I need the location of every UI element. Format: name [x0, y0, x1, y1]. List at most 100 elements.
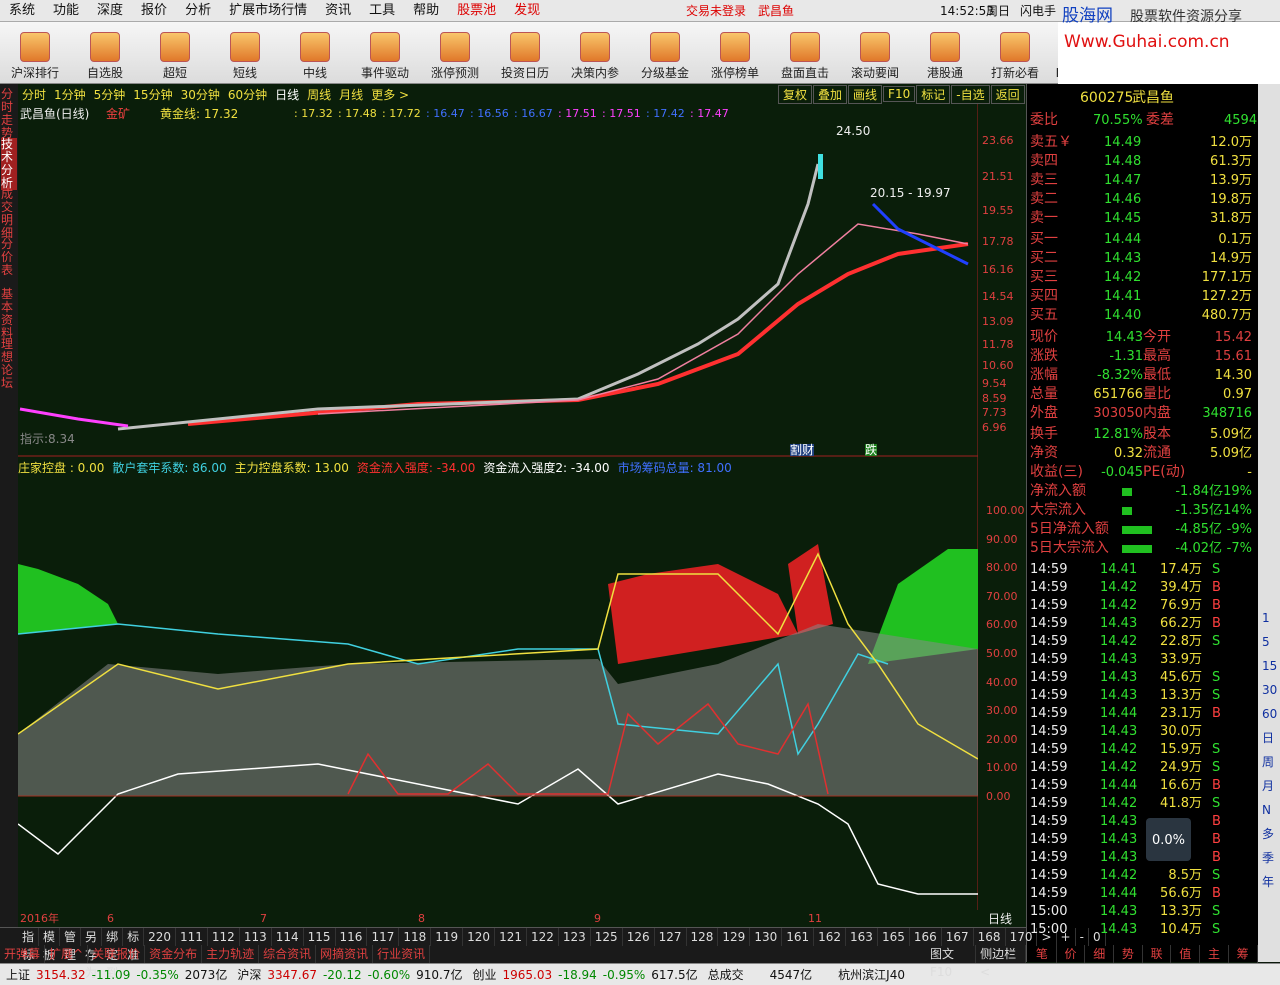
toolbar-button[interactable]: 分级基金: [630, 23, 700, 83]
bottom-tab[interactable]: 121: [495, 927, 527, 946]
bottom-tab[interactable]: 综合资讯: [259, 944, 317, 963]
bottom-tab[interactable]: 标准: [123, 927, 145, 962]
menu-item[interactable]: 分析: [185, 3, 212, 18]
bottom-tab[interactable]: 128: [687, 927, 719, 946]
toolbar-button[interactable]: 滚动要闻: [840, 23, 910, 83]
period-tab[interactable]: 分时: [22, 87, 47, 102]
toolbar-button[interactable]: 中线: [280, 23, 350, 83]
bottom-tab[interactable]: 116: [336, 927, 368, 946]
bottom-tab[interactable]: 167: [942, 927, 974, 946]
toolbar-button[interactable]: 沪深排行: [0, 23, 70, 83]
menu-item[interactable]: 深度: [97, 3, 124, 18]
bottom-tab[interactable]: 指标: [18, 927, 40, 962]
bottom-tab[interactable]: 166: [910, 927, 942, 946]
bottom-tab[interactable]: 管理: [60, 927, 82, 962]
bottom-tab[interactable]: 模板: [39, 927, 61, 962]
bottom-tab[interactable]: 资金分布: [145, 944, 203, 963]
side-icon[interactable]: 季: [1262, 851, 1275, 865]
menu-item[interactable]: 功能: [53, 3, 80, 18]
side-tab[interactable]: 势: [1114, 944, 1143, 963]
side-icon[interactable]: 30: [1262, 683, 1278, 697]
left-tab[interactable]: 成交明细: [1, 187, 14, 240]
period-tab[interactable]: 15分钟: [133, 87, 173, 102]
bottom-tab[interactable]: 119: [431, 927, 464, 946]
menu-item[interactable]: 资讯: [325, 3, 352, 18]
side-icon[interactable]: 60: [1262, 707, 1278, 721]
period-tab[interactable]: 1分钟: [54, 87, 86, 102]
bottom-tab[interactable]: 行业资讯: [373, 944, 431, 963]
menu-item[interactable]: 系统: [9, 3, 36, 18]
toolbar-button[interactable]: 事件驱动: [350, 23, 420, 83]
bottom-tab[interactable]: 117: [367, 927, 400, 946]
bottom-tab[interactable]: +: [1057, 927, 1076, 946]
chart-tool[interactable]: -自选: [951, 84, 990, 104]
menu-item[interactable]: 股票池: [457, 3, 497, 18]
bottom-tab[interactable]: 另存为: [81, 927, 103, 980]
side-icon[interactable]: N: [1262, 803, 1271, 817]
toolbar-button[interactable]: 决策内参: [560, 23, 630, 83]
period-tab[interactable]: 5分钟: [93, 87, 126, 102]
bottom-tab[interactable]: 161: [782, 927, 815, 946]
period-tab[interactable]: 日线: [275, 87, 300, 102]
chart-tool[interactable]: 复权: [778, 84, 813, 104]
period-tab[interactable]: 30分钟: [180, 87, 220, 102]
bottom-tab[interactable]: 关联报价: [88, 944, 146, 963]
bottom-tab[interactable]: 126: [623, 927, 655, 946]
menu-item[interactable]: 帮助: [413, 3, 440, 18]
toolbar-button[interactable]: 涨停榜单: [700, 23, 770, 83]
bottom-tab[interactable]: 130: [750, 927, 783, 946]
bottom-tab[interactable]: 112: [208, 927, 240, 946]
side-tab[interactable]: 主: [1200, 944, 1229, 963]
bottom-tab[interactable]: 162: [814, 927, 847, 946]
bottom-tab[interactable]: 图文F10: [926, 944, 977, 979]
side-icon[interactable]: 日: [1262, 731, 1275, 745]
bottom-tab[interactable]: 168: [974, 927, 1006, 946]
side-icon[interactable]: 5: [1262, 635, 1270, 649]
bottom-tab[interactable]: 网摘资讯: [316, 944, 374, 963]
bottom-tab[interactable]: 侧边栏<: [976, 944, 1026, 979]
bottom-tab[interactable]: 开弹幕: [0, 944, 46, 963]
bottom-tab[interactable]: 120: [463, 927, 496, 946]
toolbar-button[interactable]: 自选股: [70, 23, 140, 83]
bottom-tab[interactable]: 114: [272, 927, 304, 946]
period-tab[interactable]: 更多 >: [371, 87, 410, 102]
bottom-tab[interactable]: 122: [527, 927, 559, 946]
side-tab[interactable]: 筹: [1229, 944, 1258, 963]
side-tab[interactable]: 笔: [1028, 944, 1057, 963]
bottom-tab[interactable]: 123: [559, 927, 591, 946]
left-tab[interactable]: 基本资料: [1, 287, 14, 340]
menu-item[interactable]: 发现: [514, 3, 541, 18]
side-icon[interactable]: 多: [1262, 827, 1275, 841]
side-icon[interactable]: 1: [1262, 611, 1270, 625]
chart-tool[interactable]: 标记: [916, 84, 951, 104]
left-tab[interactable]: 技术分析: [1, 138, 17, 190]
menu-item[interactable]: 工具: [369, 3, 396, 18]
left-tab[interactable]: 理想论坛: [1, 337, 14, 390]
bottom-tab[interactable]: 125: [591, 927, 623, 946]
side-icon[interactable]: 周: [1262, 755, 1275, 769]
menu-item[interactable]: 报价: [141, 3, 168, 18]
toolbar-button[interactable]: 打新必看: [980, 23, 1050, 83]
bottom-tab[interactable]: 220: [144, 927, 176, 946]
bottom-tab[interactable]: 163: [846, 927, 878, 946]
bottom-tab[interactable]: 主力轨迹: [202, 944, 260, 963]
period-tab[interactable]: 周线: [307, 87, 332, 102]
side-tab[interactable]: 联: [1143, 944, 1172, 963]
bottom-tab[interactable]: 170: [1006, 927, 1038, 946]
bottom-tab[interactable]: 113: [240, 927, 272, 946]
side-icon[interactable]: 月: [1262, 779, 1275, 793]
bottom-tab[interactable]: 127: [655, 927, 687, 946]
bottom-tab[interactable]: 165: [878, 927, 910, 946]
toolbar-button[interactable]: 超短: [140, 23, 210, 83]
chart-tool[interactable]: F10: [883, 86, 916, 102]
bottom-tab[interactable]: 118: [399, 927, 432, 946]
toolbar-button[interactable]: 短线: [210, 23, 280, 83]
side-tab[interactable]: 价: [1057, 944, 1086, 963]
bottom-tab[interactable]: 扩展^: [45, 944, 89, 963]
bottom-tab[interactable]: 129: [718, 927, 751, 946]
chart-tool[interactable]: 画线: [848, 84, 883, 104]
bottom-tab[interactable]: >: [1037, 927, 1057, 946]
toolbar-button[interactable]: 盘面直击: [770, 23, 840, 83]
toolbar-button[interactable]: 投资日历: [490, 23, 560, 83]
toolbar-button[interactable]: 港股通: [910, 23, 980, 83]
